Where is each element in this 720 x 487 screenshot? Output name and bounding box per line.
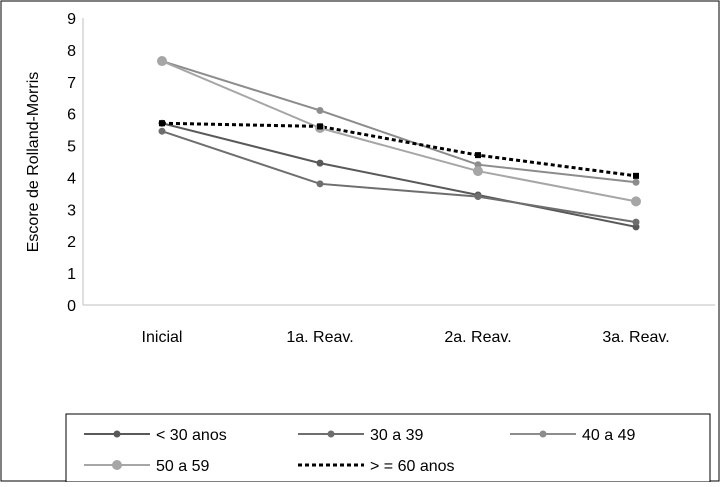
y-tick-label: 6: [67, 107, 76, 124]
data-point: [633, 172, 639, 179]
y-tick-label: 1: [67, 266, 76, 283]
data-point: [473, 166, 483, 177]
y-tick-label: 9: [67, 11, 76, 28]
legend-label: 30 a 39: [370, 427, 423, 444]
series-line: [161, 122, 637, 228]
data-point: [159, 120, 165, 127]
legend-marker: [113, 430, 121, 438]
y-tick-label: 5: [67, 139, 76, 156]
series-line: [161, 60, 637, 184]
legend-label: < 30 anos: [156, 427, 227, 444]
data-point: [632, 178, 640, 186]
y-tick-labels: 0 1 2 3 4 5 6 7 8 9: [67, 11, 76, 315]
data-point: [474, 193, 482, 201]
y-axis-label: Escore de Rolland-Morris: [25, 72, 42, 253]
series-line: [161, 121, 637, 178]
plot-area: 0 1 2 3 4 5 6 7 8 9 Inicial 1a. Reav. 2a. Reav. 3a. …: [67, 11, 715, 346]
legend-marker: [539, 430, 547, 438]
data-point: [475, 152, 481, 159]
data-point: [316, 180, 324, 188]
data-point: [632, 218, 640, 226]
legend: < 30 anos 30 a 39 40 a 49 50 a 59 > = 60 ano…: [65, 413, 711, 483]
data-point: [316, 106, 324, 114]
legend-label: 50 a 59: [156, 458, 209, 475]
legend-label: > = 60 anos: [370, 458, 455, 475]
legend-items: < 30 anos 30 a 39 40 a 49 50 a 59 > = 60 ano…: [84, 427, 635, 475]
data-point: [158, 127, 166, 135]
legend-marker: [327, 430, 335, 438]
data-point: [317, 123, 323, 130]
legend-box: [65, 413, 711, 483]
x-tick-label: Inicial: [142, 329, 183, 346]
data-point: [631, 196, 641, 207]
y-tick-label: 4: [67, 170, 76, 187]
data-point: [157, 56, 167, 67]
y-tick-label: 8: [67, 43, 76, 60]
series-line: [161, 60, 637, 203]
data-point: [632, 223, 640, 231]
y-tick-label: 3: [67, 202, 76, 219]
legend-label: 40 a 49: [582, 427, 635, 444]
x-tick-label: 3a. Reav.: [602, 329, 669, 346]
series-points: [157, 56, 641, 231]
series-line: [161, 130, 637, 224]
y-tick-label: 7: [67, 75, 76, 92]
x-tick-labels: Inicial 1a. Reav. 2a. Reav. 3a. Reav.: [142, 329, 670, 346]
legend-marker: [112, 460, 122, 470]
x-tick-label: 2a. Reav.: [444, 329, 511, 346]
y-tick-label: 0: [67, 298, 76, 315]
x-tick-label: 1a. Reav.: [286, 329, 353, 346]
series-lines: [161, 60, 637, 228]
y-tick-label: 2: [67, 234, 76, 251]
data-point: [316, 159, 324, 167]
